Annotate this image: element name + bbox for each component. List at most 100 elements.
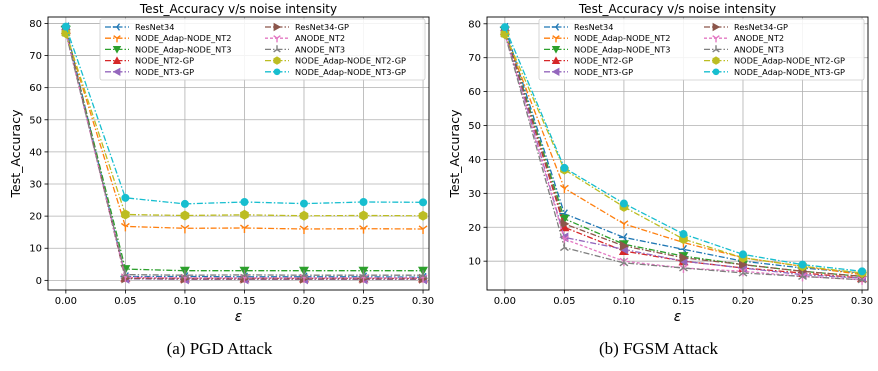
data-point [359,270,368,279]
data-point [559,214,570,224]
y-tick-label: 80 [29,19,42,30]
caption-pgd: (a) PGD Attack [166,339,273,358]
data-point [559,242,569,252]
legend-label: NODE_NT3-GP [135,67,194,77]
legend-label: NODE_Adap-NODE_NT3-GP [734,67,845,77]
plot-frame [486,16,869,291]
data-point [180,224,190,234]
data-point [120,222,130,232]
data-point [619,220,629,229]
x-tick-label: 0.10 [174,296,196,307]
legend-marker [551,23,560,31]
x-tick-label: 0.25 [352,296,374,307]
data-point [240,209,249,220]
x-tick-label: 0.30 [851,296,873,307]
legend-marker [273,45,281,53]
data-point [500,23,509,32]
legend-marker [273,68,281,76]
y-tick-label: 40 [468,155,481,166]
x-tick-label: 0.05 [553,296,575,307]
data-point [299,210,309,221]
caption-fgsm: (b) FGSM Attack [599,339,718,358]
legend-label: NODE_Adap-NODE_NT2-GP [295,56,406,66]
data-point [121,209,130,220]
data-point [299,199,308,208]
data-point [619,240,629,251]
legend-label: NODE_Adap-NODE_NT2-GP [734,56,845,66]
data-point [359,210,368,221]
x-tick-label: 0.10 [613,296,635,307]
data-point [798,260,807,269]
data-point [798,271,807,280]
chart-pgd-attack: 0.00 0.05 0.10 0.15 0.20 0.25 0.30 0 10 20 30 40 50 6… [8,2,434,325]
legend-marker [112,46,122,54]
legend-marker [551,56,561,64]
plot-frame [47,16,430,291]
chart-fgsm-attack: 0.00 0.05 0.10 0.15 0.20 0.25 0.30 10 20 30 40 50 60… [447,2,873,325]
x-tick-label: 0.20 [732,296,754,307]
data-point [359,197,368,206]
y-tick-label: 30 [29,180,42,191]
legend-marker [712,56,720,65]
y-tick-label: 30 [468,189,481,200]
y-tick-label: 10 [29,244,42,255]
data-point [858,267,867,276]
y-tick-label: 20 [29,212,42,223]
y-tick-label: 70 [468,53,481,64]
x-tick-label: 0.25 [791,296,813,307]
chart-title: Test_Accuracy v/s noise intensity [139,2,337,16]
legend-label: NODE_NT3-GP [574,67,633,77]
legend-marker [551,67,560,76]
chart-panel-fgsm: 0.00 0.05 0.10 0.15 0.20 0.25 0.30 10 20 30 40 50 60… [439,0,878,371]
x-tick-label: 0.30 [412,296,434,307]
data-point [299,270,309,279]
x-tick-label: 0.15 [233,296,255,307]
legend-label: ANODE_NT3 [734,44,784,54]
data-point [679,252,689,263]
legend-label: ResNet34 [574,22,613,32]
y-tick-label: 50 [468,121,481,132]
x-axis-label: ε [235,309,243,325]
legend-label: ResNet34-GP [295,22,349,32]
legend-label: ANODE_NT2 [734,33,784,43]
data-point [359,225,368,234]
data-point [738,250,747,259]
x-tick-label: 0.15 [672,296,694,307]
data-point [619,257,629,267]
legend-marker [551,46,561,54]
y-tick-label: 70 [29,51,42,62]
y-tick-label: 20 [468,223,481,234]
y-tick-label: 80 [468,19,481,30]
legend-marker [113,35,121,43]
x-tick-label: 0.20 [293,296,315,307]
data-point [560,218,570,229]
legend-marker [712,68,720,76]
x-tick-label: 0.00 [55,296,77,307]
x-axis-label: ε [674,309,682,325]
legend-marker [273,22,282,32]
legend-label: NODE_Adap-NODE_NT3 [135,44,231,54]
legend-marker [712,45,720,53]
x-tick-label: 0.05 [114,296,136,307]
legend-marker [712,22,721,32]
data-point [240,224,249,234]
data-point [240,197,249,206]
legend-label: ResNet34 [135,22,174,32]
data-point [559,222,570,232]
data-point [299,225,309,234]
legend-label: NODE_Adap-NODE_NT3 [574,44,670,54]
legend-label: ResNet34-GP [734,22,788,32]
data-point [419,198,428,207]
data-point [418,210,428,221]
legend-label: ANODE_NT2 [295,33,345,43]
legend-label: NODE_Adap-NODE_NT3-GP [295,67,406,77]
data-point [180,210,190,221]
chart-panel-pgd: 0.00 0.05 0.10 0.15 0.20 0.25 0.30 0 10 20 30 40 50 6… [8,2,434,358]
y-tick-label: 60 [29,83,42,94]
data-point [120,269,130,279]
legend-marker [273,35,281,43]
legend-box [99,18,426,81]
data-point [180,199,189,208]
legend-label: ANODE_NT3 [295,44,345,54]
y-axis-label: Test_Accuracy [447,109,462,199]
